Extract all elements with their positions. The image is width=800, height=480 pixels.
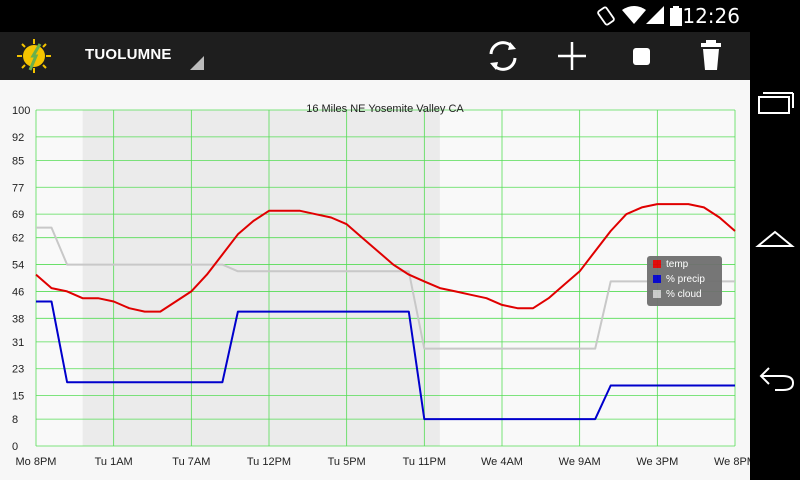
x-tick-label: We 8PM — [714, 456, 750, 468]
legend-label: temp — [666, 259, 689, 270]
legend-swatch — [653, 260, 661, 269]
wifi-icon — [622, 6, 646, 24]
back-icon[interactable] — [755, 358, 795, 398]
y-tick-label: 23 — [12, 364, 24, 376]
stop-button[interactable] — [617, 32, 665, 80]
action-bar: TUOLUMNE — [0, 32, 750, 80]
x-tick-label: Tu 12PM — [247, 456, 291, 468]
y-tick-label: 85 — [12, 155, 24, 167]
legend-label: % precip — [666, 274, 705, 285]
y-tick-label: 77 — [12, 182, 24, 194]
status-bar: 12:26 — [0, 0, 800, 32]
add-icon — [558, 42, 586, 70]
y-tick-label: 62 — [12, 233, 24, 245]
legend-swatch — [653, 275, 661, 284]
y-tick-label: 8 — [12, 414, 18, 426]
add-button[interactable] — [548, 32, 596, 80]
x-tick-label: We 4AM — [481, 456, 523, 468]
x-tick-label: Tu 5PM — [328, 456, 366, 468]
refresh-icon — [489, 41, 517, 71]
refresh-button[interactable] — [479, 32, 527, 80]
night-band — [82, 110, 440, 446]
trash-icon — [701, 40, 721, 70]
cell-signal-icon — [646, 6, 664, 24]
x-tick-label: Tu 1AM — [95, 456, 133, 468]
series-line-precip — [36, 300, 735, 421]
app-logo-icon[interactable] — [16, 38, 52, 74]
x-tick-label: We 9AM — [559, 456, 601, 468]
y-tick-label: 92 — [12, 132, 24, 144]
legend-label: % cloud — [666, 289, 702, 300]
x-tick-label: Mo 8PM — [16, 456, 57, 468]
navigation-bar — [750, 32, 800, 480]
legend-item-temp: temp — [653, 259, 688, 273]
x-tick-label: Tu 7AM — [172, 456, 210, 468]
chart-title: 16 Miles NE Yosemite Valley CA — [306, 103, 464, 115]
chart-area: 0 8 15 23 31 38 46 54 62 69 77 85 92 100 Mo 8PM Tu 1AM… — [0, 80, 750, 480]
legend-item-cloud: % cloud — [653, 289, 702, 303]
battery-icon — [670, 6, 682, 26]
y-tick-label: 0 — [12, 441, 18, 453]
dropdown-indicator-icon[interactable] — [190, 56, 204, 70]
y-tick-label: 46 — [12, 286, 24, 298]
y-tick-label: 69 — [12, 209, 24, 221]
clock: 12:26 — [682, 4, 740, 28]
y-tick-label: 100 — [12, 105, 30, 117]
y-tick-label: 15 — [12, 391, 24, 403]
series-line-temp — [35, 203, 736, 313]
chart-legend: temp % precip % cloud — [647, 256, 722, 306]
legend-swatch — [653, 290, 661, 299]
forecast-chart: 0 8 15 23 31 38 46 54 62 69 77 85 92 100 Mo 8PM Tu 1AM… — [12, 103, 750, 468]
x-tick-label: We 3PM — [636, 456, 678, 468]
delete-button[interactable] — [687, 32, 735, 80]
legend-item-precip: % precip — [653, 274, 705, 288]
y-tick-label: 54 — [12, 260, 24, 272]
rotation-lock-icon — [597, 6, 615, 26]
stop-icon — [633, 48, 650, 65]
location-title[interactable]: TUOLUMNE — [85, 46, 172, 63]
x-tick-label: Tu 11PM — [403, 456, 446, 468]
home-icon[interactable] — [755, 218, 795, 258]
y-tick-label: 38 — [12, 313, 24, 325]
y-tick-label: 31 — [12, 337, 24, 349]
series-line-cloud — [36, 226, 735, 350]
recent-apps-icon[interactable] — [755, 84, 795, 124]
